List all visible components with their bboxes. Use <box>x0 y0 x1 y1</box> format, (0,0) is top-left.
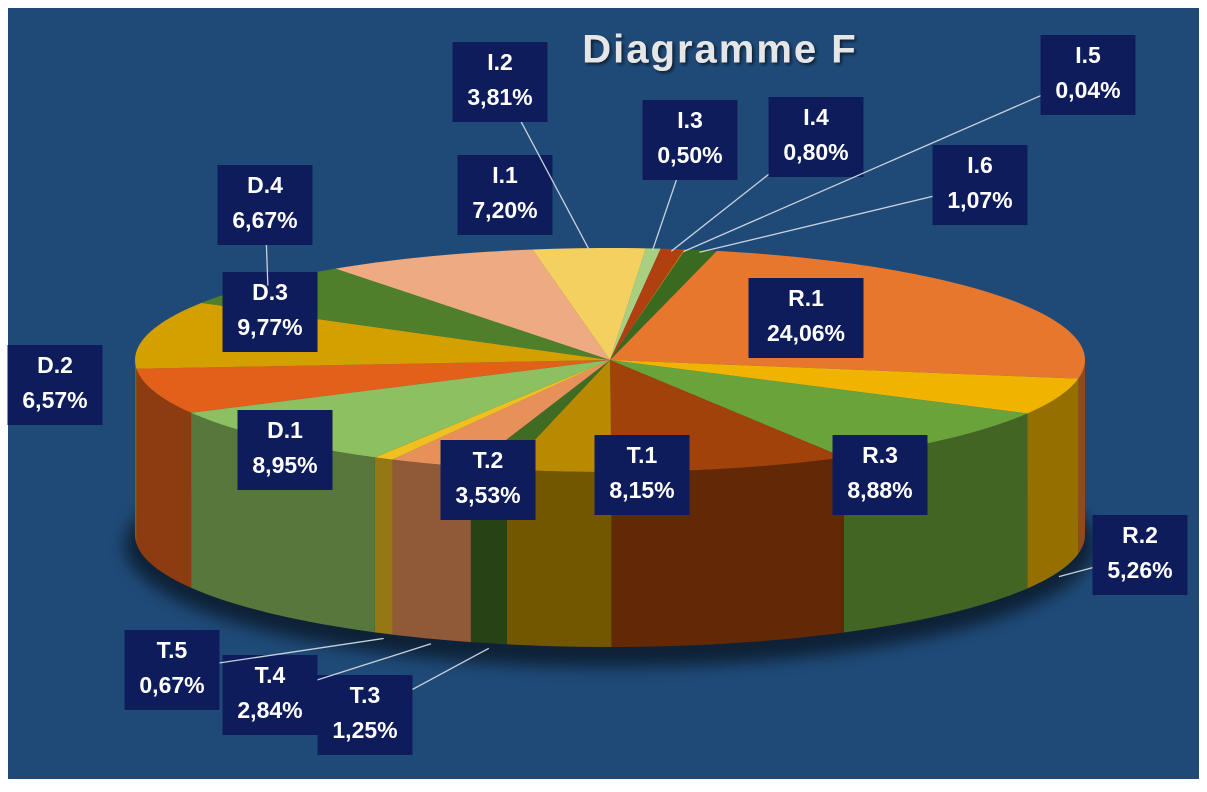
value-label: 1,25% <box>332 717 397 743</box>
label-box <box>452 42 548 122</box>
label-box <box>1092 515 1188 595</box>
label-box <box>124 630 220 710</box>
label-box <box>222 272 318 352</box>
category-label: I.1 <box>492 162 518 188</box>
label-box <box>440 440 536 520</box>
value-label: 3,81% <box>467 84 532 110</box>
category-label: I.6 <box>967 152 993 178</box>
value-label: 5,26% <box>1107 557 1172 583</box>
slice <box>136 360 610 413</box>
category-label: D.3 <box>252 279 288 305</box>
slice-side <box>374 457 393 635</box>
value-label: 2,84% <box>237 697 302 723</box>
slice <box>335 249 610 360</box>
value-label: 6,67% <box>232 207 297 233</box>
category-label: I.2 <box>487 49 513 75</box>
slice-side <box>1027 378 1079 589</box>
category-label: I.5 <box>1075 42 1101 68</box>
category-label: R.2 <box>1122 522 1158 548</box>
chart-title: Diagramme F <box>582 28 857 72</box>
value-label: 7,20% <box>472 197 537 223</box>
label-box <box>768 97 864 177</box>
label-box <box>317 675 413 755</box>
value-label: 0,04% <box>1055 77 1120 103</box>
slice <box>610 360 1079 414</box>
value-label: 1,07% <box>947 187 1012 213</box>
slice-side <box>1078 360 1085 554</box>
label-box <box>932 145 1028 225</box>
value-label: 8,95% <box>252 452 317 478</box>
category-label: I.3 <box>677 107 703 133</box>
label-box <box>237 410 333 490</box>
leader-line <box>683 74 1089 253</box>
category-label: D.2 <box>37 352 73 378</box>
value-label: 0,50% <box>657 142 722 168</box>
slice <box>610 248 685 360</box>
category-label: T.3 <box>350 682 381 708</box>
label-box <box>457 155 553 235</box>
slice <box>610 248 661 360</box>
category-label: T.4 <box>255 662 286 688</box>
category-label: D.4 <box>247 172 283 198</box>
category-label: R.3 <box>862 442 898 468</box>
label-box <box>832 435 928 515</box>
value-label: 9,77% <box>237 314 302 340</box>
slice <box>532 248 646 360</box>
value-label: 24,06% <box>767 320 845 346</box>
value-label: 8,88% <box>847 477 912 503</box>
label-box <box>7 345 103 425</box>
label-box <box>217 165 313 245</box>
slice-side <box>136 368 192 588</box>
category-label: D.1 <box>267 417 303 443</box>
slice-side <box>135 360 137 544</box>
label-box <box>1040 35 1136 115</box>
slice <box>610 249 717 360</box>
category-label: T.5 <box>157 637 188 663</box>
label-box <box>748 278 864 358</box>
value-label: 0,67% <box>139 672 204 698</box>
label-box <box>594 435 690 515</box>
value-label: 3,53% <box>455 482 520 508</box>
value-label: 6,57% <box>22 387 87 413</box>
slice <box>374 360 610 460</box>
category-label: I.4 <box>803 104 829 130</box>
category-label: T.1 <box>627 442 658 468</box>
category-label: T.2 <box>473 447 504 473</box>
value-label: 0,80% <box>783 139 848 165</box>
category-label: R.1 <box>788 285 824 311</box>
slice <box>610 360 1028 458</box>
value-label: 8,15% <box>609 477 674 503</box>
slice <box>610 249 686 360</box>
label-box <box>222 655 318 735</box>
label-box <box>642 100 738 180</box>
